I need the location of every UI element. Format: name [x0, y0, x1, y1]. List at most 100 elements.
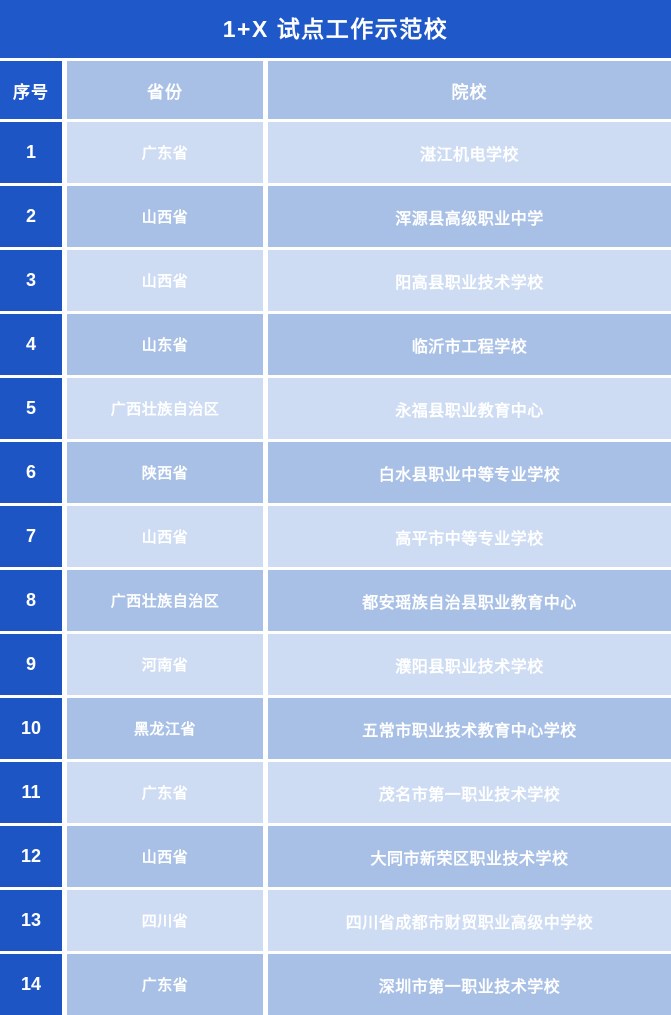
- row-separator: [0, 247, 671, 250]
- separator-cell: [268, 375, 671, 378]
- separator-cell: [0, 247, 62, 250]
- table-row[interactable]: 14 广东省 深圳市第一职业技术学校: [0, 954, 671, 1015]
- separator-cell: [62, 375, 67, 378]
- school-cell: 永福县职业教育中心: [268, 378, 671, 439]
- separator-cell: [263, 951, 268, 954]
- separator-cell: [268, 695, 671, 698]
- separator-cell: [0, 375, 62, 378]
- table-row[interactable]: 13 四川省 四川省成都市财贸职业高级中学校: [0, 890, 671, 951]
- separator-cell: [263, 567, 268, 570]
- separator-cell: [62, 631, 67, 634]
- separator-cell: [263, 631, 268, 634]
- separator-cell: [0, 695, 62, 698]
- separator-cell: [263, 439, 268, 442]
- table-row[interactable]: 11 广东省 茂名市第一职业技术学校: [0, 762, 671, 823]
- separator-cell: [0, 503, 62, 506]
- table-row[interactable]: 12 山西省 大同市新荣区职业技术学校: [0, 826, 671, 887]
- province-cell: 河南省: [67, 634, 263, 695]
- header-row: 序号 省份 院校: [0, 61, 671, 119]
- separator-cell: [67, 375, 263, 378]
- column-gap: [263, 186, 268, 247]
- separator-cell: [268, 887, 671, 890]
- school-cell: 四川省成都市财贸职业高级中学校: [268, 890, 671, 951]
- separator-cell: [67, 311, 263, 314]
- separator-cell: [0, 119, 62, 122]
- table-row[interactable]: 8 广西壮族自治区 都安瑶族自治县职业教育中心: [0, 570, 671, 631]
- row-separator: [0, 823, 671, 826]
- school-cell: 白水县职业中等专业学校: [268, 442, 671, 503]
- row-index-cell: 6: [0, 442, 62, 503]
- column-gap: [263, 61, 268, 119]
- table-row[interactable]: 7 山西省 高平市中等专业学校: [0, 506, 671, 567]
- column-gap: [62, 890, 67, 951]
- separator-cell: [268, 183, 671, 186]
- column-header-school: 院校: [268, 61, 671, 119]
- separator-cell: [62, 183, 67, 186]
- separator-cell: [0, 823, 62, 826]
- row-index-cell: 5: [0, 378, 62, 439]
- row-separator: [0, 503, 671, 506]
- separator-cell: [67, 951, 263, 954]
- table-row[interactable]: 6 陕西省 白水县职业中等专业学校: [0, 442, 671, 503]
- separator-cell: [67, 887, 263, 890]
- column-header-province: 省份: [67, 61, 263, 119]
- pilot-schools-table: 序号 省份 院校 1 广东省 湛江机电学校 2 山西省 浑源县高级职业中学 3 山西省 阳高县职…: [0, 58, 671, 1015]
- row-index-cell: 4: [0, 314, 62, 375]
- province-cell: 广东省: [67, 954, 263, 1015]
- separator-cell: [67, 247, 263, 250]
- column-gap: [62, 442, 67, 503]
- separator-cell: [62, 695, 67, 698]
- column-gap: [62, 698, 67, 759]
- table-row[interactable]: 4 山东省 临沂市工程学校: [0, 314, 671, 375]
- separator-cell: [263, 759, 268, 762]
- separator-cell: [62, 567, 67, 570]
- separator-cell: [268, 119, 671, 122]
- province-cell: 山西省: [67, 250, 263, 311]
- separator-cell: [268, 567, 671, 570]
- separator-cell: [263, 823, 268, 826]
- column-gap: [62, 122, 67, 183]
- separator-cell: [0, 439, 62, 442]
- row-index-cell: 13: [0, 890, 62, 951]
- province-cell: 山西省: [67, 186, 263, 247]
- column-gap: [263, 634, 268, 695]
- table-body: 1 广东省 湛江机电学校 2 山西省 浑源县高级职业中学 3 山西省 阳高县职业技术学校 4 山东省…: [0, 119, 671, 1015]
- table-row[interactable]: 5 广西壮族自治区 永福县职业教育中心: [0, 378, 671, 439]
- row-separator: [0, 951, 671, 954]
- table-row[interactable]: 10 黑龙江省 五常市职业技术教育中心学校: [0, 698, 671, 759]
- separator-cell: [263, 183, 268, 186]
- column-header-index: 序号: [0, 61, 62, 119]
- row-separator: [0, 887, 671, 890]
- separator-cell: [268, 58, 671, 61]
- school-cell: 临沂市工程学校: [268, 314, 671, 375]
- table-row[interactable]: 9 河南省 濮阳县职业技术学校: [0, 634, 671, 695]
- column-gap: [62, 570, 67, 631]
- row-index-cell: 7: [0, 506, 62, 567]
- separator-cell: [263, 247, 268, 250]
- school-cell: 深圳市第一职业技术学校: [268, 954, 671, 1015]
- column-gap: [263, 890, 268, 951]
- table-row[interactable]: 1 广东省 湛江机电学校: [0, 122, 671, 183]
- province-cell: 广西壮族自治区: [67, 378, 263, 439]
- column-gap: [263, 122, 268, 183]
- column-gap: [263, 698, 268, 759]
- separator-cell: [67, 823, 263, 826]
- row-index-cell: 14: [0, 954, 62, 1015]
- column-gap: [62, 506, 67, 567]
- separator-cell: [0, 759, 62, 762]
- row-separator: [0, 695, 671, 698]
- table-row[interactable]: 2 山西省 浑源县高级职业中学: [0, 186, 671, 247]
- province-cell: 山西省: [67, 826, 263, 887]
- table-row[interactable]: 3 山西省 阳高县职业技术学校: [0, 250, 671, 311]
- separator-cell: [67, 695, 263, 698]
- row-separator: [0, 375, 671, 378]
- separator-cell: [62, 58, 67, 61]
- separator-cell: [62, 887, 67, 890]
- column-gap: [263, 314, 268, 375]
- province-cell: 广东省: [67, 762, 263, 823]
- school-cell: 濮阳县职业技术学校: [268, 634, 671, 695]
- header-top-separator: [0, 58, 671, 61]
- row-separator: [0, 439, 671, 442]
- separator-cell: [0, 58, 62, 61]
- province-cell: 黑龙江省: [67, 698, 263, 759]
